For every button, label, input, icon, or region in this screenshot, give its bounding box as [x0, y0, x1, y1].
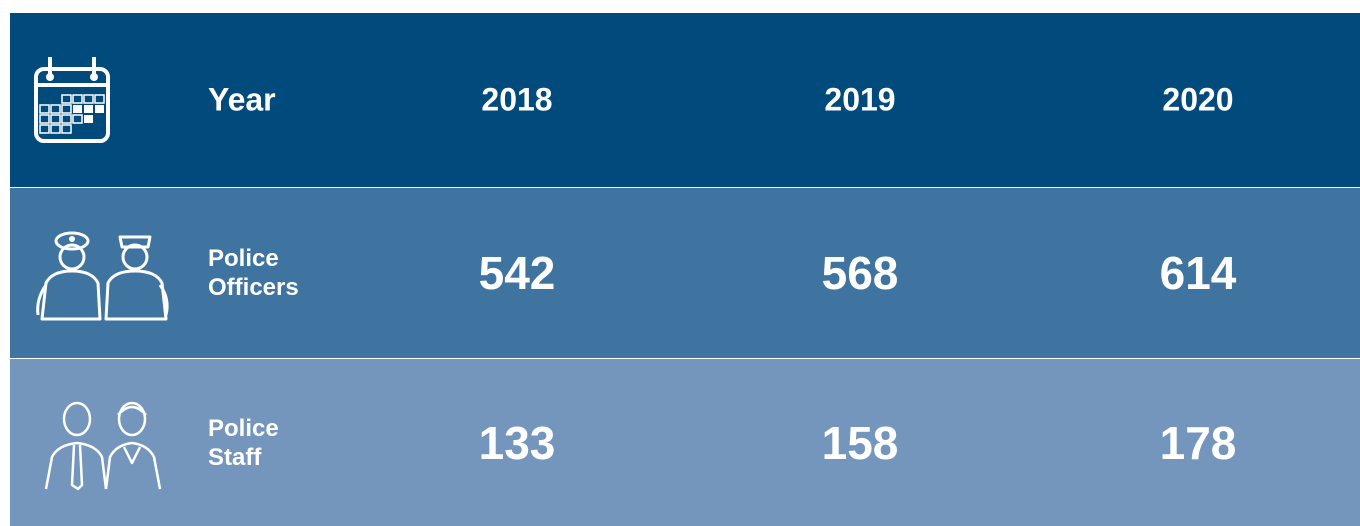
officers-icon — [36, 231, 169, 321]
officers-row: Police Officers 542 568 614 — [10, 188, 1360, 358]
header-row: Year 2018 2019 2020 — [10, 13, 1360, 187]
value: 133 — [478, 416, 556, 469]
staff-icon — [44, 401, 162, 490]
header-year: 2018 — [481, 81, 553, 118]
header-label: Year — [208, 81, 276, 118]
value: 568 — [821, 247, 899, 299]
table: Year 2018 2019 2020 Police Officers 542 … — [10, 13, 1360, 526]
calendar-icon — [34, 57, 110, 143]
value: 614 — [1159, 247, 1237, 299]
value: 542 — [478, 247, 556, 299]
row-label: Police Staff — [208, 414, 279, 471]
value: 158 — [821, 416, 899, 469]
staff-row: Police Staff 133 158 178 — [10, 359, 1360, 526]
header-year: 2019 — [824, 81, 896, 118]
row-label: Police Officers — [208, 245, 299, 301]
value: 178 — [1159, 416, 1237, 469]
header-year: 2020 — [1162, 81, 1234, 118]
